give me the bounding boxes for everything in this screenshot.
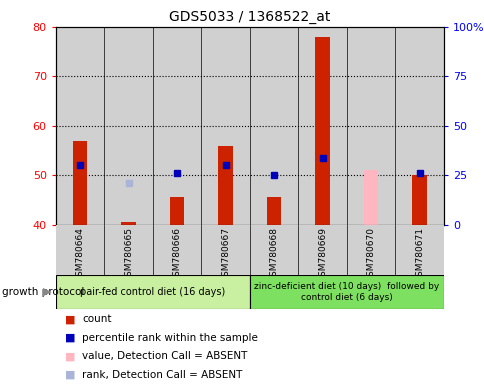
Bar bbox=[152, 27, 201, 225]
Bar bbox=[249, 225, 298, 275]
Text: GSM780664: GSM780664 bbox=[76, 227, 84, 282]
Bar bbox=[249, 27, 298, 225]
Bar bbox=[266, 197, 281, 225]
Text: GSM780667: GSM780667 bbox=[221, 227, 229, 282]
Text: value, Detection Call = ABSENT: value, Detection Call = ABSENT bbox=[82, 351, 247, 361]
Text: GSM780670: GSM780670 bbox=[366, 227, 375, 282]
Text: zinc-deficient diet (10 days)  followed by
control diet (6 days): zinc-deficient diet (10 days) followed b… bbox=[254, 282, 439, 301]
Bar bbox=[73, 141, 87, 225]
Text: GSM780666: GSM780666 bbox=[172, 227, 181, 282]
Text: GSM780665: GSM780665 bbox=[124, 227, 133, 282]
Title: GDS5033 / 1368522_at: GDS5033 / 1368522_at bbox=[169, 10, 330, 25]
Bar bbox=[411, 175, 426, 225]
Text: GSM780668: GSM780668 bbox=[269, 227, 278, 282]
Bar bbox=[169, 197, 184, 225]
Text: GSM780669: GSM780669 bbox=[318, 227, 326, 282]
Text: pair-fed control diet (16 days): pair-fed control diet (16 days) bbox=[80, 287, 225, 297]
Text: count: count bbox=[82, 314, 112, 324]
Text: percentile rank within the sample: percentile rank within the sample bbox=[82, 333, 258, 343]
Bar bbox=[394, 27, 443, 225]
Bar bbox=[394, 225, 443, 275]
Text: rank, Detection Call = ABSENT: rank, Detection Call = ABSENT bbox=[82, 370, 242, 380]
Text: ■: ■ bbox=[65, 370, 76, 380]
Bar bbox=[363, 170, 378, 225]
Bar bbox=[218, 146, 232, 225]
Bar bbox=[249, 275, 443, 309]
Bar bbox=[201, 225, 249, 275]
Bar bbox=[104, 225, 152, 275]
Bar bbox=[121, 222, 136, 225]
Bar bbox=[104, 27, 152, 225]
Bar bbox=[56, 27, 104, 225]
Bar bbox=[346, 225, 394, 275]
Bar bbox=[298, 225, 346, 275]
Text: ■: ■ bbox=[65, 314, 76, 324]
Text: GSM780671: GSM780671 bbox=[414, 227, 423, 282]
Bar bbox=[152, 225, 201, 275]
Text: ■: ■ bbox=[65, 333, 76, 343]
Text: ■: ■ bbox=[65, 351, 76, 361]
Text: growth protocol: growth protocol bbox=[2, 287, 85, 297]
Bar bbox=[56, 225, 104, 275]
Bar bbox=[201, 27, 249, 225]
Bar bbox=[56, 275, 249, 309]
Bar bbox=[315, 37, 329, 225]
Bar bbox=[346, 27, 394, 225]
Bar bbox=[298, 27, 346, 225]
Text: ▶: ▶ bbox=[43, 287, 52, 297]
